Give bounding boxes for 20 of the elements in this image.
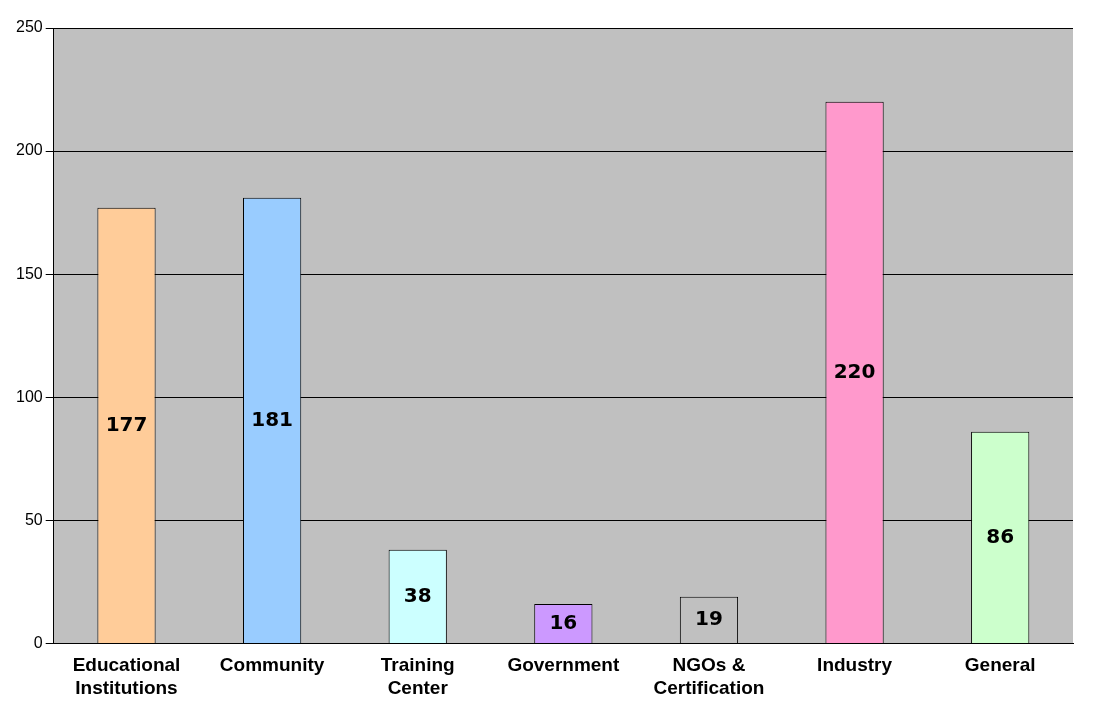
data-label: 177 bbox=[105, 411, 148, 436]
x-tick-label: Industry bbox=[817, 654, 893, 676]
x-tick-label: NGOs & Certification bbox=[653, 654, 765, 698]
y-tick-label: 50 bbox=[24, 510, 43, 528]
data-label: 16 bbox=[549, 609, 578, 634]
y-tick-label: 250 bbox=[15, 18, 43, 36]
x-tick-label: Government bbox=[507, 654, 620, 676]
data-label: 86 bbox=[986, 523, 1015, 548]
y-tick-label: 100 bbox=[15, 387, 43, 405]
x-tick-label: Training Center bbox=[380, 654, 455, 698]
y-tick-label: 200 bbox=[15, 141, 43, 159]
x-tick-label: General bbox=[964, 654, 1036, 676]
data-label: 220 bbox=[833, 358, 876, 383]
x-tick-label: Educational Institutions bbox=[72, 654, 181, 698]
y-tick-label: 0 bbox=[33, 633, 43, 651]
data-label: 38 bbox=[403, 582, 432, 607]
y-tick-label: 150 bbox=[15, 264, 43, 282]
data-label: 181 bbox=[251, 406, 293, 431]
x-tick-label: Community bbox=[219, 654, 325, 676]
data-label: 19 bbox=[695, 605, 723, 630]
